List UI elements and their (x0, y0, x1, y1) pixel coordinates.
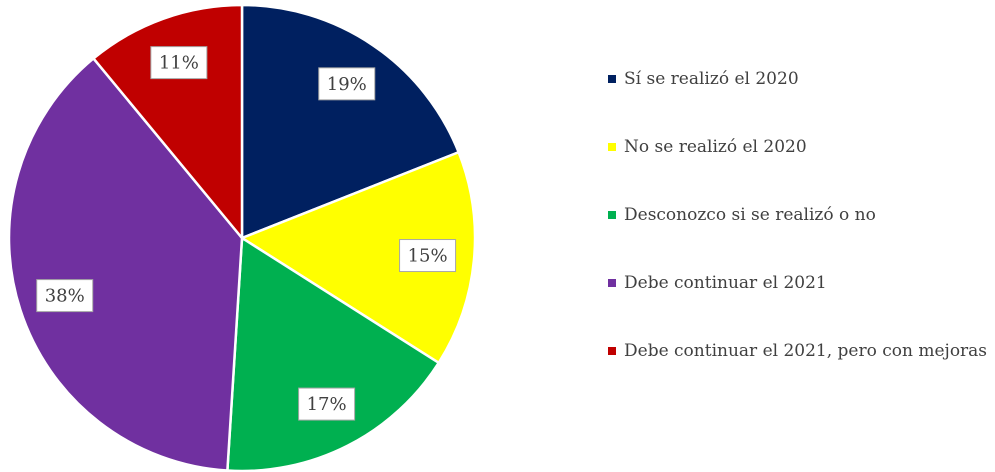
data-label: 17% (307, 394, 347, 415)
legend: Sí se realizó el 2020 No se realizó el 20… (608, 68, 988, 408)
label-box (150, 46, 208, 80)
legend-item: Sí se realizó el 2020 (608, 68, 988, 90)
legend-item: No se realizó el 2020 (608, 136, 988, 158)
legend-label: Desconozco si se realizó o no (624, 205, 876, 225)
legend-swatch (608, 75, 616, 83)
legend-swatch (608, 347, 616, 355)
legend-label: Debe continuar el 2021, pero con mejoras (624, 341, 988, 361)
data-label: 15% (408, 246, 448, 267)
legend-item: Debe continuar el 2021, pero con mejoras (608, 340, 988, 362)
chart: 19% 15% 17% 38% 11% (7, 3, 477, 472)
data-label: 11% (159, 53, 199, 74)
label-box (399, 239, 457, 273)
legend-swatch (608, 279, 616, 287)
pie-slice (239, 150, 477, 365)
pie-slice (7, 56, 244, 472)
label-box (318, 67, 376, 101)
legend-label: No se realizó el 2020 (624, 137, 807, 157)
data-label: 19% (327, 74, 367, 95)
legend-swatch (608, 211, 616, 219)
legend-item: Desconozco si se realizó o no (608, 204, 988, 226)
pie-slice (240, 3, 461, 240)
pie-slice (226, 235, 441, 472)
legend-label: Debe continuar el 2021 (624, 273, 827, 293)
label-box (298, 387, 356, 421)
label-box (36, 279, 94, 313)
legend-swatch (608, 143, 616, 151)
legend-item: Debe continuar el 2021 (608, 272, 988, 294)
data-label: 38% (45, 286, 85, 307)
legend-label: Sí se realizó el 2020 (624, 69, 799, 89)
